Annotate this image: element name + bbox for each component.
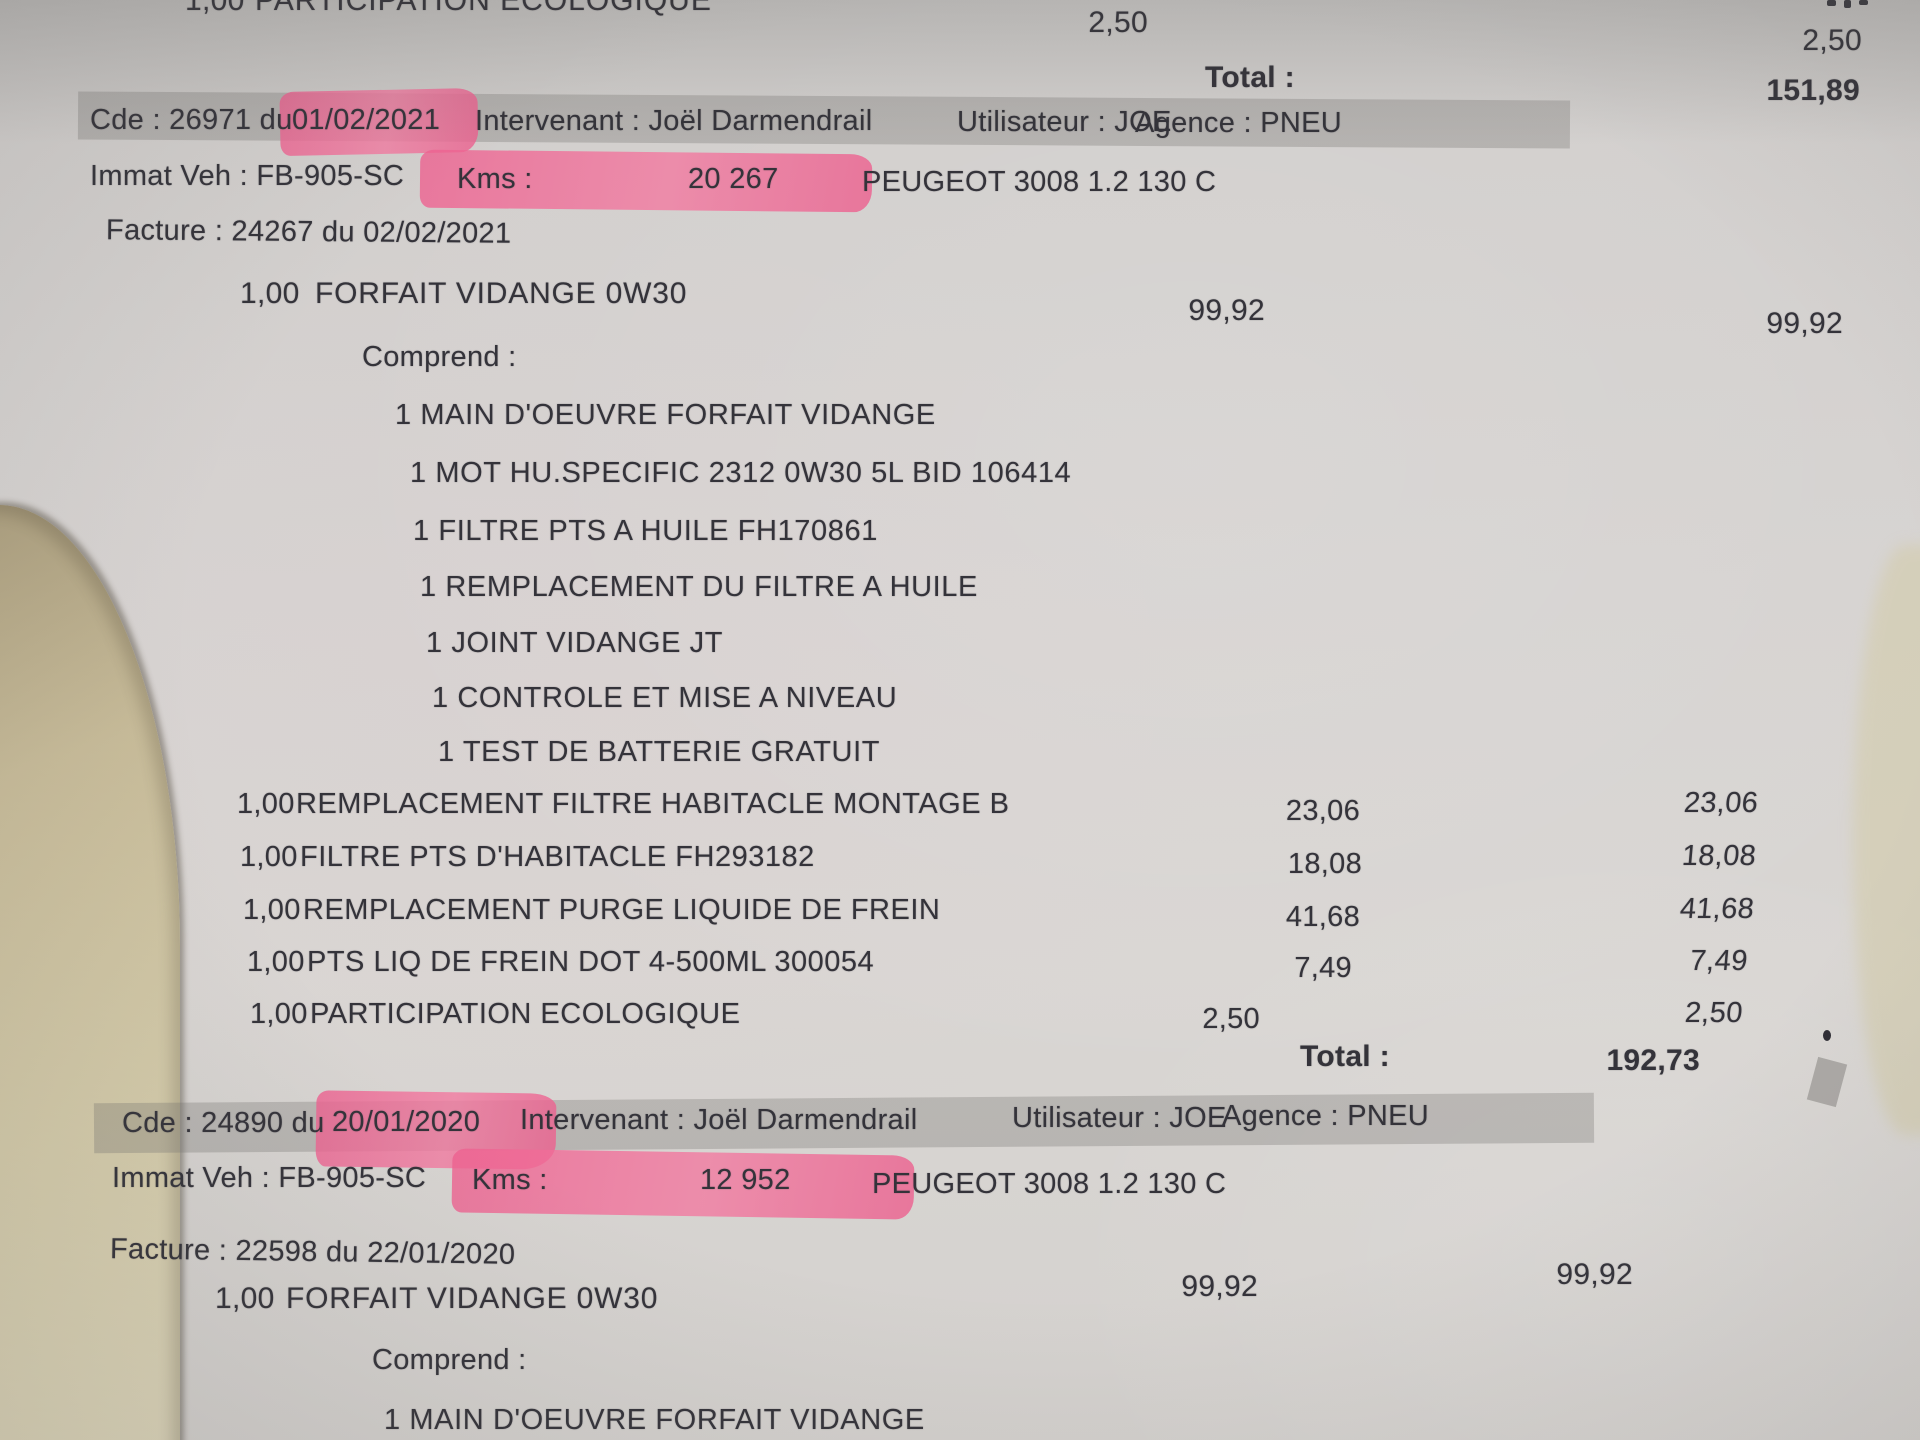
item-total-price: 99,92 — [1556, 1258, 1633, 1291]
clipped-digits-fragment — [1827, 0, 1836, 6]
gray-sticker-mark — [1806, 1056, 1848, 1108]
item-qty: 1,00 — [215, 1282, 275, 1315]
item-unit-price: 18,08 — [1287, 848, 1362, 880]
item-qty: 1,00 — [185, 0, 245, 17]
item-label: PARTICIPATION ECOLOGIQUE — [310, 998, 741, 1030]
item-label: REMPLACEMENT FILTRE HABITACLE MONTAGE B — [296, 788, 1010, 820]
kms-value: 20 267 — [688, 163, 779, 195]
item-total-price: 2,50 — [1802, 24, 1862, 57]
total-value: 192,73 — [1606, 1044, 1700, 1077]
item-unit-price: 2,50 — [1088, 6, 1148, 39]
total-label: Total : — [1205, 61, 1295, 94]
kms-label: Kms : — [472, 1164, 548, 1196]
item-label: PARTICIPATION ECOLOGIQUE — [255, 0, 712, 17]
item-unit-price: 7,49 — [1294, 952, 1352, 984]
item-label: REMPLACEMENT PURGE LIQUIDE DE FREIN — [303, 894, 941, 926]
include-line: 1 MAIN D'OEUVRE FORFAIT VIDANGE — [384, 1404, 925, 1436]
item-total-price: 2,50 — [1683, 997, 1745, 1029]
include-line: 1 TEST DE BATTERIE GRATUIT — [438, 736, 881, 768]
item-label: PTS LIQ DE FREIN DOT 4-500ML 300054 — [307, 946, 875, 978]
include-line: 1 MAIN D'OEUVRE FORFAIT VIDANGE — [395, 399, 936, 431]
table-surface-right-edge — [1853, 545, 1920, 1135]
item-total-price: 99,92 — [1766, 307, 1843, 340]
item-total-price: 41,68 — [1678, 893, 1756, 925]
total-label: Total : — [1300, 1040, 1390, 1073]
vehicle-model: PEUGEOT 3008 1.2 130 C — [862, 166, 1217, 198]
facture-line-2: Facture : 22598 du 22/01/2020 — [109, 1233, 516, 1271]
include-line: 1 CONTROLE ET MISE A NIVEAU — [432, 682, 898, 714]
total-value: 151,89 — [1766, 74, 1860, 107]
agence: Agence : PNEU — [1135, 107, 1342, 139]
intervenant: Intervenant : Joël Darmendrail — [475, 105, 873, 137]
pen-mark — [1823, 1030, 1831, 1041]
item-qty: 1,00 — [240, 841, 298, 873]
utilisateur: Utilisateur : JOE — [957, 106, 1172, 138]
order-date: 01/02/2021 — [292, 104, 441, 136]
agence: Agence : PNEU — [1222, 1100, 1429, 1132]
item-unit-price: 2,50 — [1202, 1003, 1260, 1035]
kms-label: Kms : — [457, 163, 533, 195]
item-qty: 1,00 — [250, 998, 308, 1030]
item-qty: 1,00 — [240, 277, 300, 310]
item-total-price: 7,49 — [1688, 945, 1750, 977]
item-label: FORFAIT VIDANGE 0W30 — [315, 277, 688, 310]
item-unit-price: 41,68 — [1285, 901, 1360, 933]
include-line: 1 MOT HU.SPECIFIC 2312 0W30 5L BID 10641… — [410, 457, 1072, 489]
comprend-label: Comprend : — [372, 1344, 527, 1376]
item-unit-price: 99,92 — [1188, 294, 1265, 327]
item-unit-price: 99,92 — [1181, 1270, 1258, 1303]
vehicle-model: PEUGEOT 3008 1.2 130 C — [872, 1168, 1227, 1200]
order-number: Cde : 24890 du — [122, 1107, 325, 1139]
include-line: 1 REMPLACEMENT DU FILTRE A HUILE — [420, 571, 978, 603]
comprend-label: Comprend : — [362, 341, 517, 373]
item-label: FILTRE PTS D'HABITACLE FH293182 — [300, 841, 815, 873]
item-qty: 1,00 — [247, 946, 305, 978]
immat-veh: Immat Veh : FB-905-SC — [112, 1162, 427, 1194]
include-line: 1 FILTRE PTS A HUILE FH170861 — [413, 515, 878, 547]
include-line: 1 JOINT VIDANGE JT — [426, 627, 724, 659]
item-label: FORFAIT VIDANGE 0W30 — [286, 1282, 659, 1315]
kms-value: 12 952 — [700, 1164, 791, 1196]
intervenant: Intervenant : Joël Darmendrail — [520, 1104, 918, 1136]
order-number: Cde : 26971 du — [90, 104, 293, 136]
utilisateur: Utilisateur : JOE — [1012, 1102, 1227, 1134]
item-qty: 1,00 — [237, 788, 295, 820]
table-surface-bottom-left — [0, 505, 180, 1440]
immat-veh: Immat Veh : FB-905-SC — [90, 160, 405, 192]
clipped-digits-fragment — [1844, 0, 1851, 8]
item-total-price: 23,06 — [1682, 787, 1760, 819]
item-qty: 1,00 — [243, 894, 301, 926]
item-unit-price: 23,06 — [1285, 795, 1360, 827]
item-total-price: 18,08 — [1680, 840, 1758, 872]
order-date: 20/01/2020 — [332, 1106, 481, 1138]
facture-line-1: Facture : 24267 du 02/02/2021 — [105, 214, 512, 250]
clipped-digits-fragment — [1859, 0, 1868, 5]
